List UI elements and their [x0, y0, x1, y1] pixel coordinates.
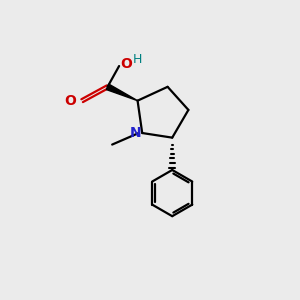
Text: H: H [133, 52, 142, 66]
Polygon shape [106, 84, 138, 101]
Text: O: O [120, 57, 132, 71]
Text: N: N [130, 126, 141, 140]
Text: O: O [64, 94, 76, 108]
